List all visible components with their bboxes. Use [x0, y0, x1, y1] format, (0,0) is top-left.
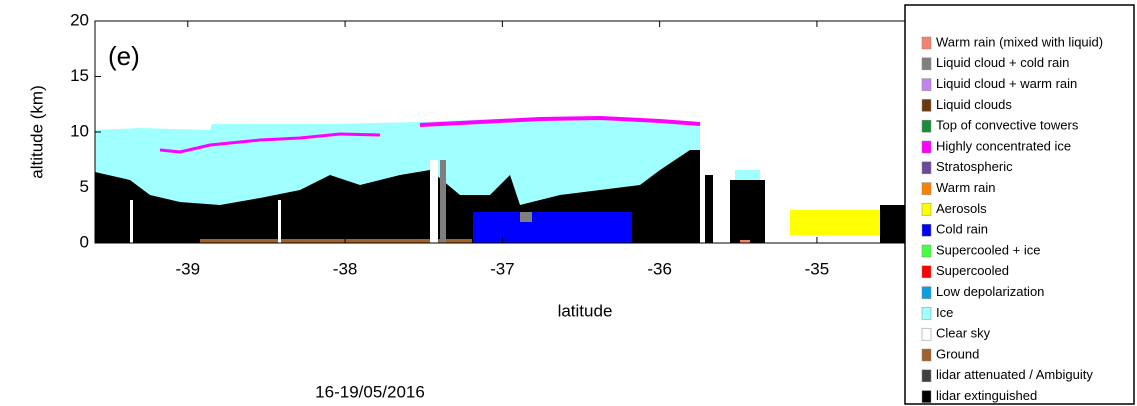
x-axis-label: latitude: [558, 301, 613, 320]
legend-label: lidar extinguished: [936, 388, 1037, 403]
legend-swatch: [921, 390, 932, 403]
y-tick-label: 0: [80, 232, 89, 251]
legend-swatch: [921, 244, 932, 258]
legend-swatch: [921, 223, 932, 237]
legend-label: Highly concentrated ice: [936, 138, 1071, 153]
x-tick-label: -38: [333, 259, 358, 278]
legend-swatch: [921, 203, 932, 216]
legend-swatch: [921, 286, 932, 299]
legend-label: Warm rain (mixed with liquid): [936, 34, 1103, 49]
legend-box: [904, 4, 1135, 405]
footnote: 16-19/05/2016: [315, 382, 425, 401]
legend-swatch: [921, 369, 932, 383]
legend-label: Liquid cloud + warm rain: [936, 76, 1077, 91]
legend-label: Cold rain: [936, 222, 988, 237]
legend-label: Stratospheric: [936, 159, 1013, 174]
legend-swatch: [921, 140, 932, 154]
curtain-image: [95, 115, 905, 243]
y-tick-label: 10: [70, 121, 89, 140]
y-tick-label: 20: [70, 10, 89, 29]
legend-label: Low depolarization: [936, 284, 1044, 299]
legend-label: Supercooled + ice: [936, 242, 1040, 257]
legend-label: Ice: [936, 305, 953, 320]
y-axis-label: altitude (km): [27, 85, 46, 179]
legend-swatch: [921, 307, 932, 320]
legend-swatch: [921, 265, 932, 279]
legend-label: Liquid clouds: [936, 97, 1012, 112]
legend-label: Supercooled: [936, 263, 1009, 278]
y-tick-label: 15: [70, 66, 89, 85]
legend-label: Top of convective towers: [936, 118, 1079, 133]
legend-label: Clear sky: [936, 326, 991, 341]
legend-label: lidar attenuated / Ambiguity: [936, 367, 1093, 382]
legend-label: Ground: [936, 346, 979, 361]
legend-label: Warm rain: [936, 180, 995, 195]
legend-swatch: [921, 78, 932, 91]
legend-swatch: [921, 348, 932, 362]
x-tick-label: -39: [176, 259, 201, 278]
legend-swatch: [921, 119, 932, 133]
legend-label: Liquid cloud + cold rain: [936, 55, 1069, 70]
x-tick-label: -35: [805, 259, 830, 278]
legend-swatch: [921, 182, 932, 195]
legend-label: Aerosols: [936, 201, 987, 216]
legend-swatch: [921, 161, 932, 175]
x-tick-label: -36: [647, 259, 672, 278]
panel-label: (e): [108, 41, 140, 71]
legend-swatch: [921, 57, 932, 71]
legend-swatch: [921, 327, 932, 341]
x-tick-label: -37: [490, 259, 515, 278]
y-tick-label: 5: [80, 177, 89, 196]
legend-swatch: [921, 99, 932, 112]
legend-swatch: [921, 36, 932, 50]
